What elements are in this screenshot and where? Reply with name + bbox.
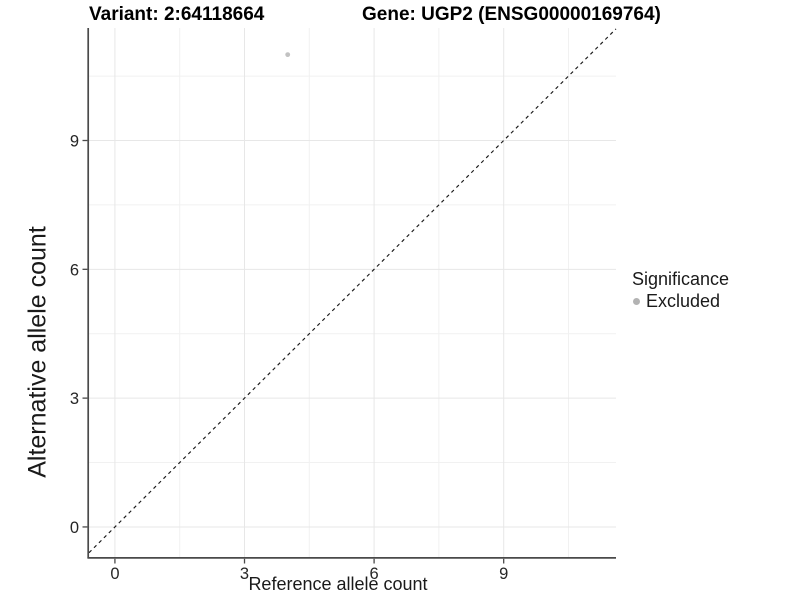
x-tick-label: 6 <box>370 565 379 583</box>
variant-title: Variant: 2:64118664 <box>89 4 265 25</box>
legend-item-excluded: Excluded <box>630 291 729 312</box>
x-axis-title: Reference allele count <box>248 574 428 594</box>
gene-title: Gene: UGP2 (ENSG00000169764) <box>362 4 661 25</box>
y-axis-title: Alternative allele count <box>23 226 52 478</box>
x-tick-label: 0 <box>110 565 119 583</box>
identity-line <box>88 28 617 554</box>
data-point <box>285 52 291 58</box>
y-tick-label: 9 <box>70 132 79 150</box>
y-tick-label: 3 <box>70 390 79 408</box>
x-tick-label: 9 <box>499 565 508 583</box>
excluded-point-icon <box>633 298 640 305</box>
y-tick-label: 0 <box>70 519 79 537</box>
legend-title: Significance <box>632 269 730 289</box>
y-tick-label: 6 <box>70 261 79 279</box>
x-tick-label: 3 <box>240 565 249 583</box>
legend: Significance Excluded <box>630 269 729 312</box>
legend-item-label: Excluded <box>646 291 721 311</box>
